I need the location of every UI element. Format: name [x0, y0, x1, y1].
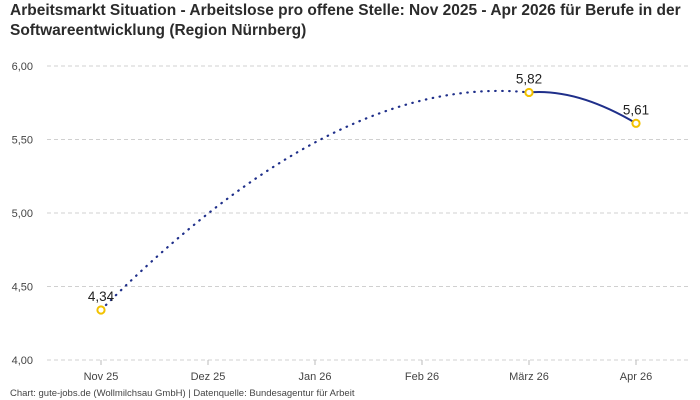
y-tick-label: 4,00: [12, 355, 33, 367]
dotted-segment: [99, 89, 531, 312]
x-tick-label: Feb 26: [405, 371, 439, 383]
data-point-marker: [631, 118, 641, 128]
solid-segment: [528, 91, 637, 125]
data-labels: 4,34 5,82 5,61: [88, 71, 649, 304]
x-tick-label: März 26: [509, 371, 549, 383]
y-tick-label: 5,50: [12, 135, 33, 147]
gridlines: [47, 65, 690, 361]
data-points: [96, 87, 641, 315]
y-tick-label: 5,00: [12, 208, 33, 220]
series-line: [99, 89, 637, 312]
x-tick-label: Apr 26: [620, 371, 652, 383]
data-label: 4,34: [88, 289, 115, 304]
chart-title: Arbeitsmarkt Situation - Arbeitslose pro…: [10, 2, 681, 39]
data-label: 5,61: [623, 102, 649, 117]
data-label: 5,82: [516, 71, 542, 86]
x-axis-ticks: Nov 25 Dez 25 Jan 26 Feb 26 März 26 Apr 26: [84, 360, 652, 383]
y-tick-label: 6,00: [12, 61, 33, 73]
y-tick-label: 4,50: [12, 282, 33, 294]
x-tick-label: Nov 25: [84, 371, 119, 383]
x-tick-label: Jan 26: [298, 371, 331, 383]
data-point-marker: [524, 87, 534, 98]
x-tick-label: Dez 25: [191, 371, 226, 383]
data-point-marker: [96, 305, 106, 315]
chart-footer: Chart: gute-jobs.de (Wollmilchsau GmbH) …: [10, 388, 355, 399]
y-axis-ticks: 4,00 4,50 5,00 5,50 6,00: [12, 61, 33, 367]
